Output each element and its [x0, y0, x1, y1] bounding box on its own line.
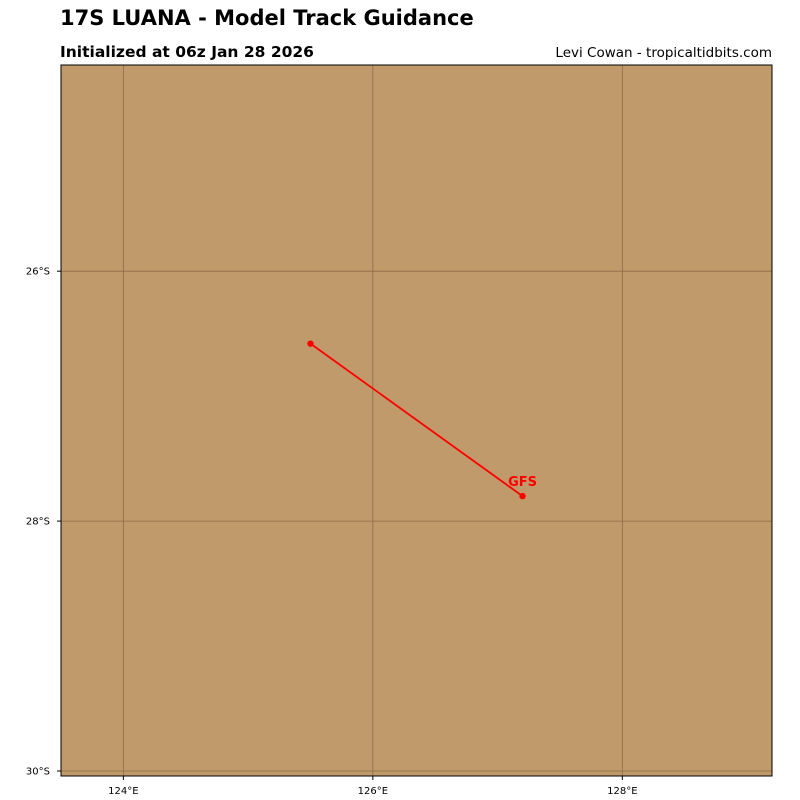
credit-text: Levi Cowan - tropicaltidbits.com	[555, 45, 772, 61]
init-time-subtitle: Initialized at 06z Jan 28 2026	[60, 43, 314, 61]
lat-tick-label: 26°S	[26, 267, 50, 278]
track-point	[307, 340, 314, 347]
model-label-gfs: GFS	[508, 475, 537, 490]
lon-tick-label: 124°E	[108, 786, 138, 797]
lat-tick-label: 28°S	[26, 517, 50, 528]
axis-ticks: 124°E 126°E 128°E 26°S 28°S 30°S	[26, 267, 638, 797]
model-tracks: GFS	[307, 340, 537, 500]
lat-tick-label: 30°S	[26, 767, 50, 778]
lon-tick-label: 128°E	[607, 786, 637, 797]
track-point	[519, 492, 526, 500]
chart-title: 17S LUANA - Model Track Guidance	[60, 6, 474, 30]
grid-lines	[61, 65, 772, 776]
lon-tick-label: 126°E	[358, 786, 388, 797]
track-line-gfs	[309, 342, 524, 497]
map-frame	[60, 64, 773, 777]
